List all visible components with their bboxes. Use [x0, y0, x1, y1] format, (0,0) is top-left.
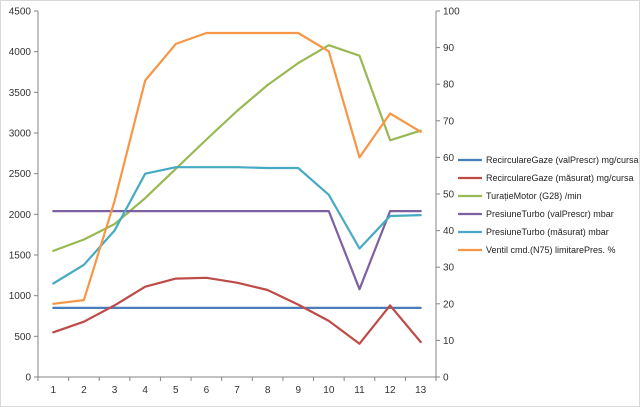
y-right-tick-label: 100 — [443, 7, 460, 18]
series-line-4 — [52, 210, 422, 291]
series-line-3 — [52, 44, 422, 252]
series-line-5 — [52, 166, 422, 285]
y-right-tick-label: 90 — [443, 43, 455, 54]
x-tick-label: 1 — [51, 385, 57, 396]
y-left-tick-label: 2000 — [9, 210, 32, 221]
y-right-tick-label: 20 — [443, 299, 455, 310]
y-left-tick-label: 3000 — [9, 129, 32, 140]
legend-label: Ventil cmd.(N75) limitarePres. % — [486, 245, 616, 255]
x-tick-label: 10 — [323, 385, 335, 396]
x-tick-label: 9 — [295, 385, 301, 396]
y-right-tick-label: 80 — [443, 80, 455, 91]
x-tick-label: 5 — [173, 385, 179, 396]
series-line-6 — [52, 31, 422, 305]
x-tick-label: 12 — [385, 385, 397, 396]
y-left-tick-label: 1000 — [9, 291, 32, 302]
y-right-tick-label: 60 — [443, 153, 455, 164]
y-right-tick-label: 0 — [443, 373, 449, 384]
x-tick-label: 11 — [354, 385, 365, 396]
x-tick-label: 3 — [112, 385, 118, 396]
y-left-tick-label: 2500 — [9, 169, 32, 180]
x-tick-label: 2 — [81, 385, 87, 396]
y-left-tick-label: 1500 — [9, 251, 32, 262]
y-right-tick-label: 50 — [443, 190, 455, 201]
y-right-tick-label: 10 — [443, 336, 455, 347]
legend-label: RecirculareGaze (valPrescr) mg/cursa — [486, 155, 639, 165]
legend-label: TurațieMotor (G28) /min — [486, 191, 582, 201]
y-right-tick-label: 30 — [443, 263, 455, 274]
legend-label: PresiuneTurbo (valPrescr) mbar — [486, 209, 614, 219]
legend-label: PresiuneTurbo (măsurat) mbar — [486, 227, 609, 237]
y-left-tick-label: 4000 — [9, 47, 32, 58]
y-left-tick-label: 0 — [25, 373, 31, 384]
x-tick-label: 6 — [204, 385, 210, 396]
y-left-tick-label: 500 — [14, 332, 31, 343]
legend-label: RecirculareGaze (măsurat) mg/cursa — [486, 173, 634, 183]
y-right-tick-label: 40 — [443, 226, 455, 237]
y-left-tick-label: 4500 — [9, 7, 32, 18]
y-left-tick-label: 3500 — [9, 88, 32, 99]
x-tick-label: 4 — [142, 385, 148, 396]
x-tick-label: 13 — [415, 385, 427, 396]
y-right-tick-label: 70 — [443, 116, 455, 127]
x-tick-label: 8 — [265, 385, 271, 396]
x-tick-label: 7 — [234, 385, 240, 396]
series-line-2 — [52, 276, 422, 345]
